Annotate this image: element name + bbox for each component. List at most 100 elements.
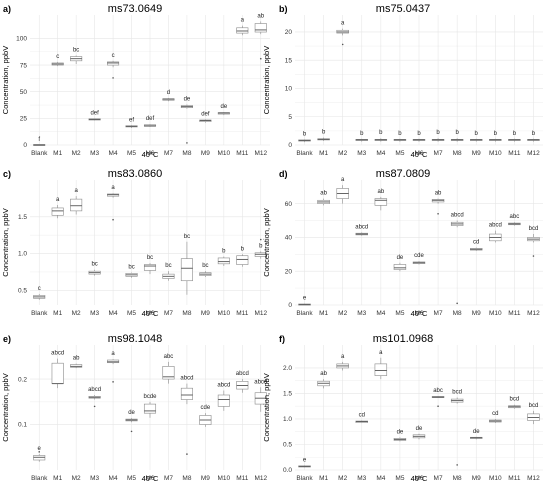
box-M8: b <box>450 130 464 142</box>
x-tick-label: M11 <box>508 475 521 482</box>
box-M2: a <box>336 177 349 204</box>
x-tick-label: M6 <box>414 475 423 482</box>
box-body <box>217 257 230 265</box>
significance-label: ab <box>320 371 327 377</box>
box-M3: abcd <box>355 224 368 236</box>
x-tick-label: M3 <box>357 150 366 157</box>
significance-label: cde <box>201 405 211 411</box>
outlier-point <box>112 218 114 221</box>
box-M4: a <box>374 350 388 380</box>
significance-label: a <box>56 197 60 203</box>
significance-label: abc <box>510 214 520 220</box>
y-tick-label: 0 <box>23 142 27 149</box>
significance-label: a <box>341 177 345 183</box>
x-tick-label: M2 <box>338 475 347 482</box>
x-tick-label: M6 <box>145 310 154 317</box>
x-tick-label: M2 <box>72 310 81 317</box>
x-tick-label: M8 <box>182 310 191 317</box>
significance-label: de <box>397 255 404 261</box>
box-M11: b <box>508 131 521 142</box>
box-M12: bcd <box>527 403 540 425</box>
x-tick-label: M10 <box>218 475 231 482</box>
box-body <box>393 264 407 270</box>
box-M11: abc <box>508 214 521 226</box>
significance-label: c <box>56 54 59 60</box>
grid <box>295 345 543 471</box>
x-tick-label: Blank <box>31 310 48 317</box>
x-tick-label: M12 <box>527 150 540 157</box>
significance-label: b <box>322 130 326 136</box>
box-Blank: e <box>298 457 311 468</box>
box-body <box>107 61 120 66</box>
box-M4: a <box>107 185 120 221</box>
significance-label: b <box>475 131 479 137</box>
panel-3: c) ms83.0860 0.5 1.0 1.5 Concentration, ppbV B… <box>1 168 270 318</box>
panel-letter: a) <box>3 4 11 14</box>
box-M3: cd <box>355 413 368 424</box>
significance-label: b <box>436 130 440 136</box>
box-M10: de <box>217 104 230 116</box>
x-tick-label: M3 <box>357 310 366 317</box>
significance-label: a <box>111 185 115 191</box>
x-tick-label: M1 <box>53 475 62 482</box>
outlier-point <box>186 453 188 455</box>
significance-label: b <box>513 131 517 137</box>
box-M5: b <box>393 131 407 142</box>
box-body <box>143 403 157 414</box>
significance-label: b <box>417 131 421 137</box>
significance-label: b <box>455 130 459 136</box>
x-tick-label: M5 <box>395 310 404 317</box>
box-M11: a <box>236 18 249 36</box>
x-tick-label: M11 <box>236 310 249 317</box>
x-tick-label: M2 <box>338 150 347 157</box>
box-M12: bcd <box>527 226 540 257</box>
box-body <box>217 394 230 407</box>
x-tick-label: M10 <box>218 310 231 317</box>
y-tick-label: 25 <box>20 116 28 123</box>
box-M12: b <box>527 131 540 142</box>
panel-letter: b) <box>279 4 288 14</box>
x-tick-label: M9 <box>472 475 481 482</box>
significance-label: bc <box>165 263 171 269</box>
x-tick-label: M12 <box>254 150 267 157</box>
x-axis-label: 40°C <box>142 309 159 318</box>
x-tick-label: M8 <box>182 150 191 157</box>
significance-label: ab <box>257 13 264 19</box>
outlier-point <box>456 302 458 305</box>
box-M5: ef <box>125 117 138 128</box>
x-tick-label: M1 <box>53 310 62 317</box>
box-M7: bc <box>162 263 175 281</box>
box-M3: def <box>88 110 101 121</box>
significance-label: abcd <box>489 223 502 229</box>
box-M1: c <box>51 54 64 67</box>
significance-label: e <box>303 457 307 463</box>
significance-label: ab <box>73 356 80 362</box>
significance-label: cd <box>492 411 498 417</box>
x-tick-label: M5 <box>127 310 136 317</box>
x-tick-label: M4 <box>109 475 118 482</box>
significance-label: b <box>532 131 536 137</box>
box-M6: def <box>143 116 157 127</box>
significance-label: de <box>184 97 191 103</box>
box-body <box>236 255 249 265</box>
outlier-point <box>259 238 262 241</box>
significance-label: ab <box>435 191 442 197</box>
box-M9: bc <box>199 263 212 278</box>
box-M10: b <box>217 248 230 267</box>
box-Blank: b <box>298 131 311 143</box>
y-tick-label: 1.0 <box>283 416 292 423</box>
x-tick-label: M12 <box>254 475 267 482</box>
box-M12: b <box>254 238 267 259</box>
significance-label: bcde <box>143 394 157 400</box>
x-tick-label: M2 <box>72 475 81 482</box>
box-Blank: f <box>33 137 46 146</box>
outlier-point <box>112 77 114 79</box>
box-body <box>70 198 83 212</box>
significance-label: def <box>146 116 155 122</box>
box-Blank: e <box>298 296 311 306</box>
y-tick-label: 0.0 <box>283 467 292 474</box>
box-M2: ab <box>70 356 83 369</box>
x-tick-label: M1 <box>319 310 328 317</box>
box-M3: b <box>355 131 368 142</box>
significance-label: abc <box>164 354 174 360</box>
